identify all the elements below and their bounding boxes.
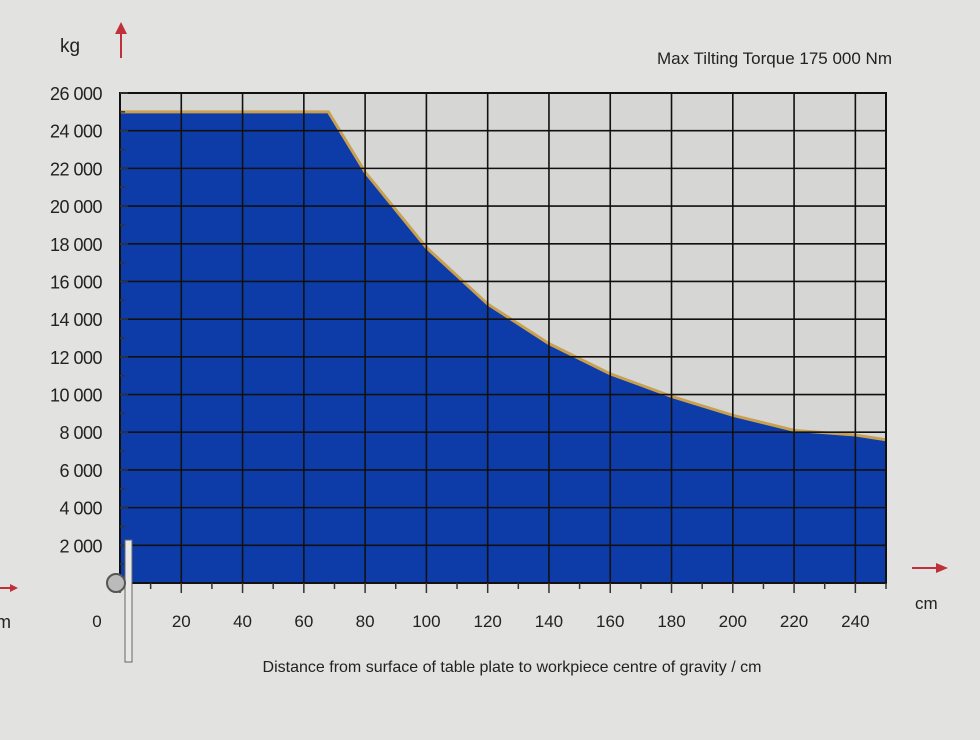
y-tick-label: 2 000 xyxy=(59,536,102,556)
x-tick-label: 220 xyxy=(780,612,808,631)
chart-title: Max Tilting Torque 175 000 Nm xyxy=(657,49,892,68)
x-unit-label: cm xyxy=(915,594,938,613)
y-axis-arrow xyxy=(115,22,127,58)
y-tick-label: 10 000 xyxy=(50,386,103,406)
y-tick-label: 8 000 xyxy=(59,423,102,443)
x-tick-label: 200 xyxy=(719,612,747,631)
capacity-curve xyxy=(120,110,887,442)
y-tick-label: 12 000 xyxy=(50,348,103,368)
y-tick-label: 26 000 xyxy=(50,84,103,104)
x-tick-label: 80 xyxy=(356,612,375,631)
y-unit-label: kg xyxy=(60,36,80,57)
y-tick-label: 20 000 xyxy=(50,197,103,217)
origin-marker xyxy=(106,539,133,663)
x-tick-label: 160 xyxy=(596,612,624,631)
x-tick-label: 100 xyxy=(412,612,440,631)
x-tick-label: 240 xyxy=(841,612,869,631)
y-tick-label: 18 000 xyxy=(50,235,103,255)
y-tick-label: 4 000 xyxy=(59,499,102,519)
x-tick-label: 60 xyxy=(294,612,313,631)
edge-fragment-text: m xyxy=(0,612,11,632)
x-axis-title: Distance from surface of table plate to … xyxy=(263,659,762,676)
y-tick-label: 24 000 xyxy=(50,122,103,142)
x-axis-arrow xyxy=(912,563,948,573)
y-tick-label: 6 000 xyxy=(59,461,102,481)
x-tick-label: 0 xyxy=(92,612,101,631)
x-tick-label: 20 xyxy=(172,612,191,631)
left-edge-arrow xyxy=(0,584,18,592)
x-tick-label: 180 xyxy=(657,612,685,631)
capacity-area xyxy=(120,111,886,583)
x-tick-label: 120 xyxy=(473,612,501,631)
x-tick-label: 40 xyxy=(233,612,252,631)
y-tick-label: 16 000 xyxy=(50,272,103,292)
y-tick-label: 22 000 xyxy=(50,159,103,179)
y-tick-label: 14 000 xyxy=(50,310,103,330)
x-tick-label: 140 xyxy=(535,612,563,631)
